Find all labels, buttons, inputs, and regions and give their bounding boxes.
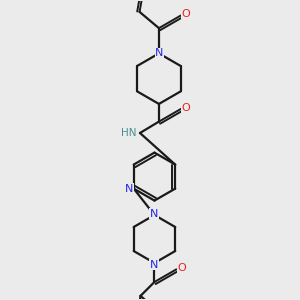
Text: N: N (150, 260, 159, 269)
Text: O: O (182, 103, 190, 113)
Text: N: N (125, 184, 134, 194)
Text: N: N (150, 208, 159, 218)
Text: N: N (155, 48, 164, 59)
Text: O: O (182, 9, 190, 19)
Text: HN: HN (121, 128, 136, 138)
Text: O: O (177, 263, 186, 273)
